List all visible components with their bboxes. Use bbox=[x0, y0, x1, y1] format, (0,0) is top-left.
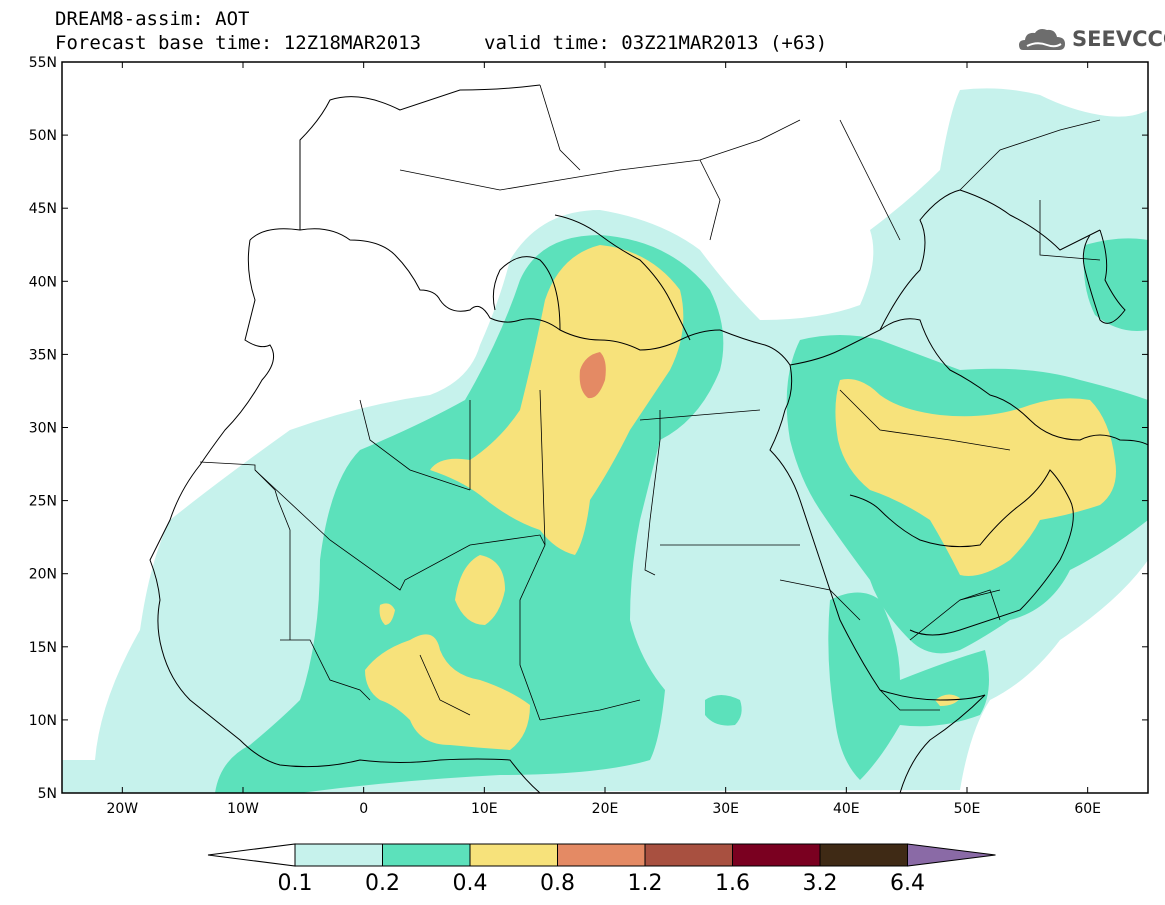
lat-label: 25N bbox=[29, 494, 57, 510]
lat-label: 5N bbox=[38, 786, 57, 802]
aot-contours bbox=[62, 88, 1148, 793]
contour-0.4-sahara bbox=[430, 245, 684, 555]
colorbar-under-triangle bbox=[207, 843, 296, 867]
colorbar: 0.1 0.2 0.4 0.8 1.2 1.6 3.2 6.4 bbox=[207, 843, 996, 896]
lon-label: 20W bbox=[106, 801, 138, 817]
lat-label: 50N bbox=[29, 128, 57, 144]
lon-axis: 20W 10W 0 10E 20E 30E 40E 50E 60E bbox=[106, 62, 1101, 817]
lat-label: 45N bbox=[29, 201, 57, 217]
lon-label: 10W bbox=[227, 801, 259, 817]
contour-0.4-westafrica bbox=[365, 634, 530, 750]
valid-time: valid time: 03Z21MAR2013 (+63) bbox=[484, 32, 828, 54]
colorbar-segment bbox=[644, 843, 733, 867]
lat-label: 30N bbox=[29, 421, 57, 437]
colorbar-segment bbox=[819, 843, 908, 867]
colorbar-segment bbox=[732, 843, 821, 867]
colorbar-label: 1.6 bbox=[715, 871, 750, 896]
colorbar-over-triangle bbox=[907, 843, 996, 867]
colorbar-segment bbox=[382, 843, 471, 867]
colorbar-label: 0.2 bbox=[365, 871, 400, 896]
logo-text: SEEVCCC bbox=[1072, 27, 1165, 51]
colorbar-label: 1.2 bbox=[628, 871, 663, 896]
borders bbox=[199, 84, 1101, 721]
lon-label: 60E bbox=[1074, 801, 1101, 817]
lon-label: 10E bbox=[471, 801, 498, 817]
lon-label: 40E bbox=[833, 801, 860, 817]
lat-label: 10N bbox=[29, 713, 57, 729]
lon-label: 0 bbox=[359, 801, 368, 817]
contour-0.2-blob bbox=[705, 695, 742, 726]
contour-0.4-arabia bbox=[835, 379, 1116, 576]
lon-label: 50E bbox=[954, 801, 981, 817]
colorbar-label: 0.1 bbox=[278, 871, 313, 896]
contour-0.4-blob2 bbox=[379, 603, 395, 625]
title-line-1: DREAM8-assim: AOT bbox=[55, 8, 250, 30]
lat-label: 20N bbox=[29, 567, 57, 583]
contour-0.4-blob1 bbox=[455, 555, 505, 625]
colorbar-label: 0.8 bbox=[540, 871, 575, 896]
contour-0.2-caspian bbox=[1083, 238, 1148, 331]
lat-label: 55N bbox=[29, 55, 57, 71]
contour-0.8 bbox=[579, 352, 606, 399]
lat-label: 40N bbox=[29, 274, 57, 290]
contour-0.2-horn bbox=[828, 592, 989, 780]
lon-label: 30E bbox=[712, 801, 739, 817]
lat-label: 35N bbox=[29, 347, 57, 363]
lat-label: 15N bbox=[29, 640, 57, 656]
forecast-base-time: Forecast base time: 12Z18MAR2013 bbox=[55, 32, 422, 54]
cloud-logo-icon bbox=[1019, 29, 1065, 50]
colorbar-label: 3.2 bbox=[803, 871, 838, 896]
colorbar-segment bbox=[294, 843, 383, 867]
colorbar-segment bbox=[469, 843, 558, 867]
lon-label: 20E bbox=[592, 801, 619, 817]
colorbar-label: 6.4 bbox=[890, 871, 925, 896]
coastlines bbox=[149, 84, 1148, 793]
lat-axis: 55N 50N 45N 40N 35N 30N 25N 20N 15N 10N 5N bbox=[29, 55, 1148, 802]
colorbar-segment bbox=[557, 843, 646, 867]
colorbar-label: 0.4 bbox=[453, 871, 488, 896]
